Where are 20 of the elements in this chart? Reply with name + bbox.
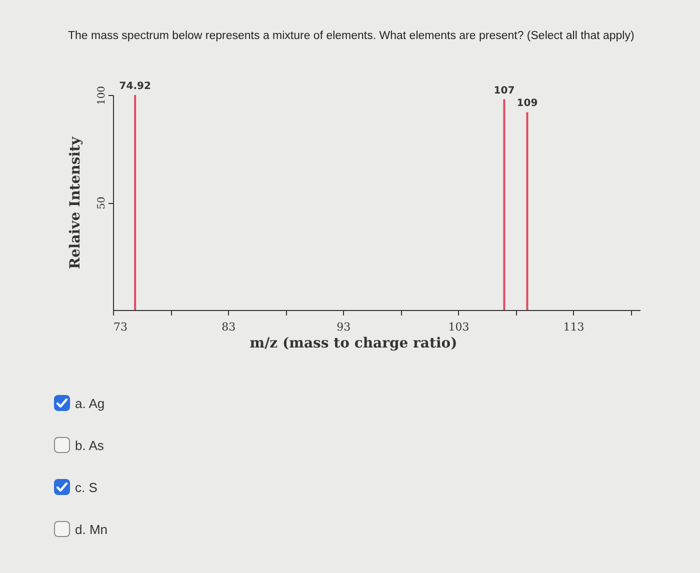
text: b. As — [75, 438, 104, 452]
x-tick-label: 93 — [336, 320, 351, 334]
text: d. Mn — [75, 522, 108, 536]
y-tick-label: 50 — [96, 196, 108, 210]
x-tick-label: 103 — [448, 320, 470, 334]
bar — [526, 112, 528, 310]
x-tick-label: 83 — [222, 320, 236, 334]
bar — [503, 99, 506, 310]
text: c. S — [75, 480, 98, 494]
annotation: 107 — [494, 85, 515, 96]
x-axis-title: m/z (mass to charge ratio) — [250, 336, 458, 352]
x-tick-label: 113 — [563, 320, 584, 334]
annotation: 74.92 — [119, 81, 151, 92]
bar — [134, 95, 136, 310]
y-tick-label: 100 — [96, 86, 108, 106]
text: a. Ag — [75, 396, 105, 410]
y-axis-title: Relaive Intensity — [68, 136, 84, 270]
x-tick-label: 73 — [114, 320, 128, 334]
chart-title: The mass spectrum below represents a mixture of elements. What elements are present? (Select all that apply) — [68, 30, 634, 42]
annotation: 109 — [516, 98, 538, 110]
